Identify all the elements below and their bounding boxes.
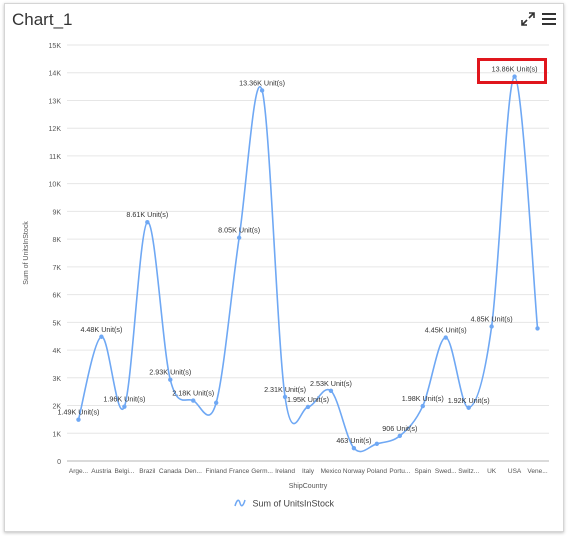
y-tick-label: 5K	[52, 320, 61, 327]
y-tick-label: 6K	[52, 293, 61, 300]
data-point	[397, 433, 403, 439]
y-tick-label: 2K	[52, 404, 61, 411]
hamburger-menu-icon[interactable]	[540, 10, 558, 28]
data-point	[282, 394, 288, 400]
y-tick-label: 9K	[52, 209, 61, 216]
x-tick-label: France	[229, 468, 250, 475]
x-tick-label: Portu...	[389, 468, 410, 475]
data-label: 1.49K Unit(s)	[57, 408, 99, 417]
y-tick-label: 4K	[52, 348, 61, 355]
data-point	[122, 404, 127, 409]
data-point	[489, 324, 494, 329]
y-tick-label: 13K	[49, 98, 62, 105]
chart-panel: Chart_1 0 1K 2K 3K 4K 5K 6K 7K 8K 9K 10K 11K 12K 13K 1…	[4, 3, 564, 532]
y-tick-label: 7K	[52, 265, 61, 272]
data-point	[328, 388, 334, 394]
x-tick-label: Italy	[302, 468, 315, 475]
data-label: 1.95K Unit(s)	[287, 395, 329, 404]
x-tick-label: UK	[487, 468, 497, 475]
data-label: 2.31K Unit(s)	[264, 385, 306, 394]
data-point	[76, 417, 81, 422]
data-point	[168, 377, 173, 382]
y-tick-label: 10K	[49, 182, 62, 189]
data-point	[512, 74, 517, 79]
y-tick-label: 3K	[52, 376, 61, 383]
y-tick-label: 14K	[49, 71, 62, 78]
data-label: 2.18K Unit(s)	[172, 389, 214, 398]
legend-swatch-icon	[234, 498, 246, 510]
data-label: 13.36K Unit(s)	[239, 78, 285, 87]
data-point	[236, 235, 242, 240]
y-axis-title: Sum of UnitsInStock	[23, 221, 30, 285]
data-label: 1.98K Unit(s)	[402, 394, 444, 403]
data-point	[145, 220, 150, 225]
x-tick-label: Belgi...	[114, 468, 134, 475]
y-tick-label: 0	[57, 459, 61, 466]
x-tick-label: Mexico	[321, 468, 342, 475]
x-tick-label: Swed...	[435, 468, 457, 475]
x-tick-label: Switz...	[458, 468, 479, 475]
data-label: 4.85K Unit(s)	[471, 314, 513, 323]
data-point	[351, 445, 357, 451]
x-tick-label: Poland	[367, 468, 388, 475]
data-label: 463 Unit(s)	[336, 436, 371, 445]
x-axis-title: ShipCountry	[289, 483, 328, 490]
data-point	[443, 335, 448, 340]
x-tick-label: Den...	[185, 468, 203, 475]
x-tick-label: USA	[508, 468, 522, 475]
highlight-box	[477, 58, 547, 84]
series-line	[77, 75, 539, 453]
data-point	[466, 405, 471, 410]
chart-title: Chart_1	[12, 10, 73, 29]
data-label: 2.53K Unit(s)	[310, 379, 352, 388]
data-label: 4.48K Unit(s)	[80, 325, 122, 334]
x-tick-label: Canada	[159, 468, 182, 475]
chart-legend[interactable]: Sum of UnitsInStock	[5, 498, 563, 510]
data-point	[420, 403, 425, 409]
y-tick-label: 1K	[52, 431, 61, 438]
y-tick-label: 11K	[49, 154, 61, 161]
x-tick-label: Norway	[343, 468, 366, 475]
x-tick-label: Finland	[206, 468, 228, 475]
data-label: 1.96K Unit(s)	[103, 395, 145, 404]
y-tick-label: 8K	[52, 237, 61, 244]
x-tick-label: Germ...	[251, 468, 273, 475]
x-tick-label: Arge...	[69, 468, 88, 475]
data-point	[99, 334, 104, 339]
data-point	[305, 404, 311, 410]
data-point	[213, 400, 219, 405]
expand-icon[interactable]	[519, 10, 537, 28]
y-tick-label: 12K	[49, 126, 62, 133]
data-label: 1.92K Unit(s)	[448, 396, 490, 405]
data-point	[259, 88, 265, 93]
x-tick-label: Vene...	[527, 468, 547, 475]
y-tick-label: 15K	[49, 43, 62, 50]
data-label: 4.45K Unit(s)	[425, 326, 467, 335]
data-label: 8.61K Unit(s)	[126, 210, 168, 219]
x-tick-label: Spain	[414, 468, 431, 475]
data-point	[535, 326, 540, 331]
data-label: 2.93K Unit(s)	[149, 368, 191, 377]
data-point	[374, 441, 380, 447]
data-label: 8.05K Unit(s)	[218, 226, 260, 235]
x-tick-label: Ireland	[275, 468, 295, 475]
legend-label: Sum of UnitsInStock	[252, 498, 335, 509]
data-point	[191, 398, 196, 403]
x-tick-label: Austria	[91, 468, 112, 475]
data-label: 13.86K Unit(s)	[492, 65, 538, 74]
line-chart: 0 1K 2K 3K 4K 5K 6K 7K 8K 9K 10K 11K 12K 13K 14K 15K Arg…	[23, 43, 549, 490]
x-tick-label: Brazil	[139, 468, 156, 475]
data-label: 906 Unit(s)	[382, 424, 417, 433]
